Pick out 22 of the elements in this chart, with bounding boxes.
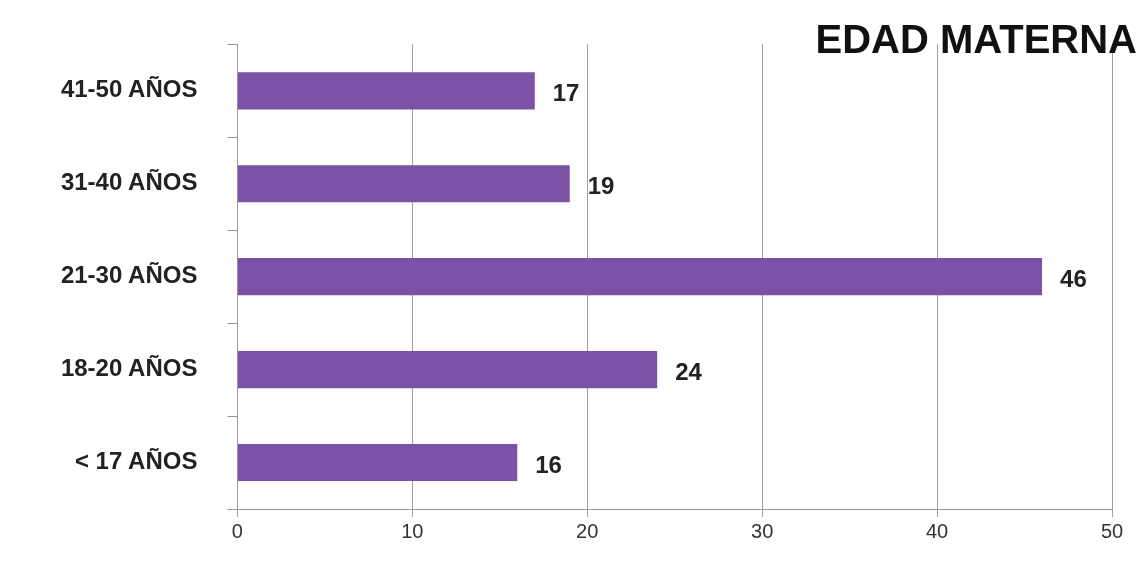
bar: [237, 258, 1043, 296]
data-label: 17: [552, 79, 580, 107]
data-label: 19: [587, 172, 615, 200]
y-tick-label: < 17 AÑOS: [74, 447, 198, 475]
x-tick-label: 50: [1100, 519, 1124, 542]
x-tick-label: 40: [925, 519, 949, 542]
y-tick-label: 21-30 AÑOS: [60, 261, 198, 289]
bar: [237, 72, 535, 110]
x-tick-label: 30: [751, 519, 774, 542]
y-tick-label: 31-40 AÑOS: [60, 168, 198, 196]
x-tick-label: 10: [401, 519, 424, 542]
y-tick-label: 41-50 AÑOS: [60, 75, 198, 103]
y-tick-label: 18-20 AÑOS: [60, 354, 198, 382]
data-label: 46: [1060, 265, 1087, 293]
bar: [237, 443, 518, 482]
chart-title: EDAD MATERNA: [815, 17, 1137, 62]
x-tick-label: 20: [576, 519, 599, 542]
bar: [237, 165, 570, 203]
data-label: 24: [675, 358, 703, 386]
bar: [237, 351, 658, 389]
data-label: 16: [535, 451, 562, 479]
x-tick-label: 0: [231, 519, 243, 542]
